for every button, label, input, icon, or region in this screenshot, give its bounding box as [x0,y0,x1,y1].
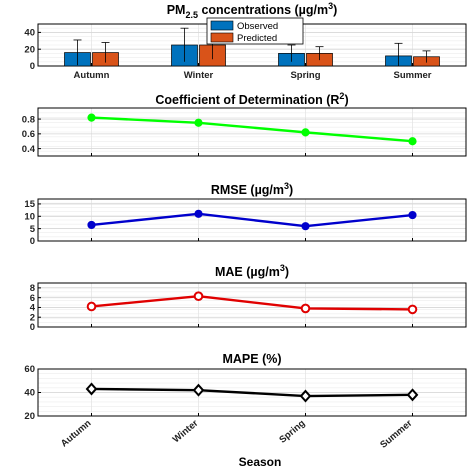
x-tick-label: Spring [290,70,320,81]
data-point [85,382,98,396]
data-point [194,209,203,218]
x-tick-label: Autumn [59,418,94,450]
data-point [193,291,204,302]
data-point [301,222,310,231]
panel-title: PM2.5 concentrations (µg/m3) [167,1,338,20]
data-point [300,303,311,314]
legend-label: Predicted [237,33,277,44]
y-tick-label: 4 [30,303,36,314]
y-tick-label: 40 [24,388,35,399]
axes-box [37,107,467,157]
y-tick-label: 0.8 [22,114,35,125]
y-tick-label: 0 [30,61,35,72]
x-tick-label: Summer [378,418,414,451]
axes-box [37,368,467,417]
panel-title: MAPE (%) [222,352,281,366]
legend-label: Observed [237,21,278,32]
panel-title: Coefficient of Determination (R2) [155,91,348,107]
x-tick-label: Winter [184,70,214,81]
data-point [301,128,310,137]
data-point [407,304,418,315]
panel-title: RMSE (µg/m3) [211,181,293,197]
data-point [299,389,312,403]
y-tick-label: 0.6 [22,129,35,140]
y-tick-label: 60 [24,364,35,375]
axes-box [37,282,467,328]
legend-swatch [210,20,234,31]
data-point [87,113,96,122]
data-point [192,383,205,397]
y-tick-label: 8 [30,283,35,294]
series-line [91,294,413,311]
series-line [91,387,413,398]
y-tick-label: 5 [30,224,36,235]
y-tick-label: 40 [24,28,35,39]
y-tick-label: 0 [30,322,35,333]
data-point [406,388,419,402]
series-line [91,212,413,228]
y-tick-label: 0 [30,236,35,247]
axes-box [37,198,467,242]
x-tick-label: Winter [171,418,201,446]
y-tick-label: 0.4 [22,144,36,155]
x-tick-label: Summer [393,70,431,81]
x-axis-label: Season [239,455,282,469]
y-tick-label: 10 [24,211,35,222]
data-point [86,301,97,312]
y-tick-label: 20 [24,44,35,55]
legend-swatch [210,32,234,43]
data-point [408,137,417,146]
x-tick-label: Spring [277,418,307,446]
y-tick-label: 15 [24,199,35,210]
y-tick-label: 2 [30,312,35,323]
panel-title: MAE (µg/m3) [215,263,289,279]
y-tick-label: 6 [30,293,35,304]
y-tick-label: 20 [24,411,35,422]
data-point [408,210,417,220]
data-point [87,220,96,230]
series-line [91,116,413,143]
x-tick-label: Autumn [74,70,110,81]
data-point [194,118,203,127]
